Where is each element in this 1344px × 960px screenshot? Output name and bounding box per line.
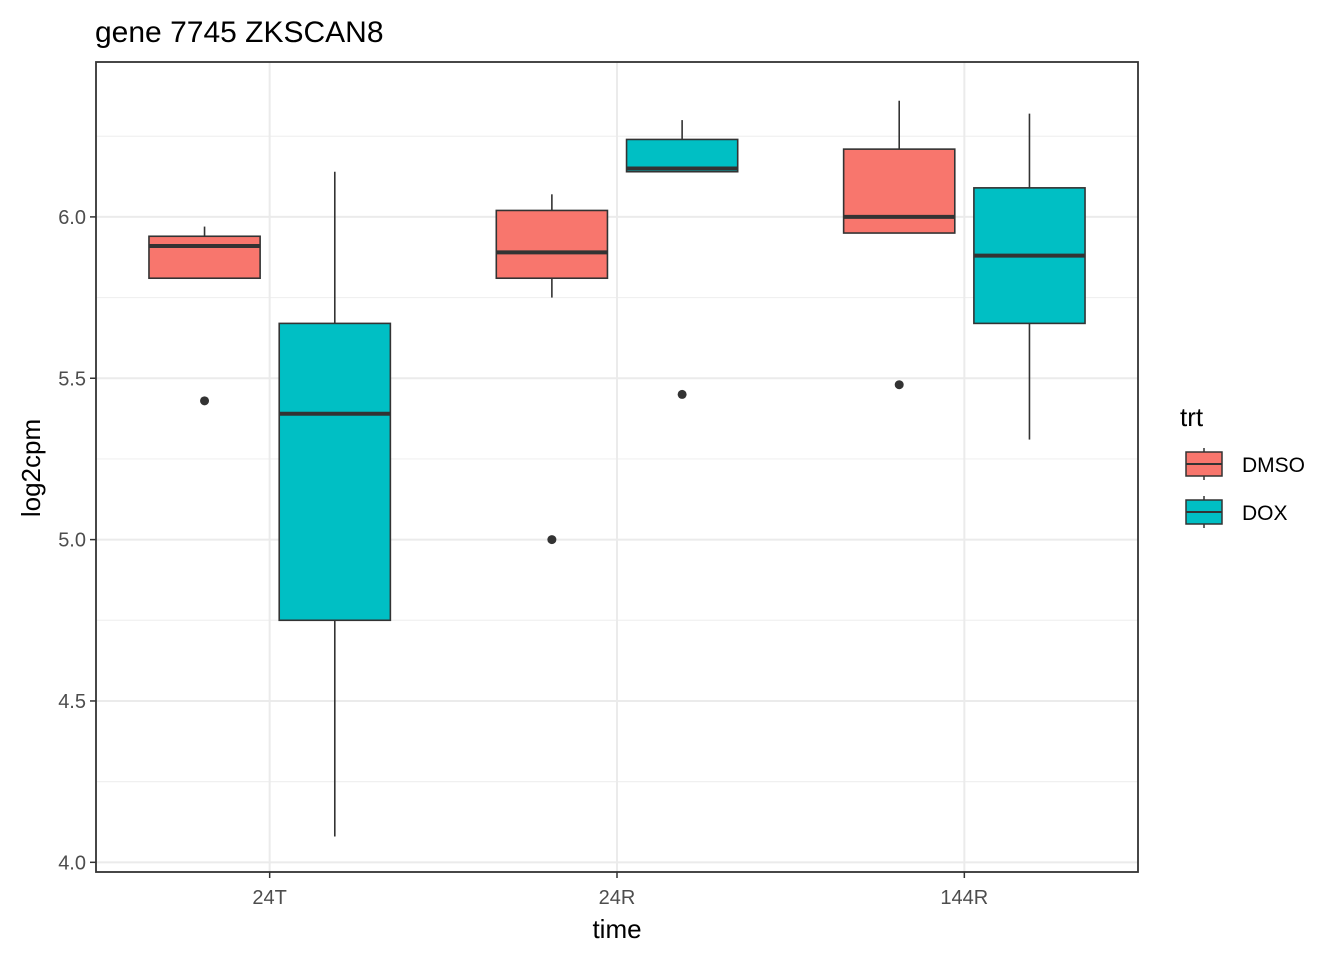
box-dmso-144r [842,100,956,390]
box-dox-24r [625,120,739,399]
legend-item-dmso: DMSO [1184,448,1305,480]
legend-label: DOX [1242,502,1288,525]
box-iqr [148,235,261,280]
legend-item-dox: DOX [1184,496,1288,528]
chart-title: gene 7745 ZKSCAN8 [95,16,384,49]
y-tick-label: 4.5 [58,691,86,713]
x-axis-title: time [592,914,641,944]
outlier-point [200,396,210,406]
box-iqr [278,322,392,622]
y-tick-label: 6.0 [58,207,86,229]
outlier-point [894,380,904,390]
box-dmso-24r [495,194,609,545]
y-tick-label: 5.0 [58,530,86,552]
box-dox-24t [278,171,392,837]
y-axis-title: log2cpm [16,419,46,517]
legend-label: DMSO [1242,454,1305,477]
x-tick-label: 24T [252,887,286,909]
plot-area: 4.0 4.5 5.0 5.5 6.0 24T 24R 144R [58,61,1139,909]
legend-title: trt [1180,402,1204,432]
legend: trt DMSO DOX [1180,402,1305,528]
x-tick-label: 144R [940,887,988,909]
box-iqr [842,148,956,234]
outlier-point [677,389,687,399]
x-tick-label: 24R [599,887,636,909]
box-dmso-24t [148,226,261,406]
y-tick-label: 5.5 [58,368,86,390]
plot-panel-border [95,61,1139,873]
y-tick-label: 4.0 [58,852,86,874]
box-dox-144r [973,113,1086,440]
box-iqr [625,138,739,173]
box-iqr [495,209,609,280]
outlier-point [547,535,557,545]
